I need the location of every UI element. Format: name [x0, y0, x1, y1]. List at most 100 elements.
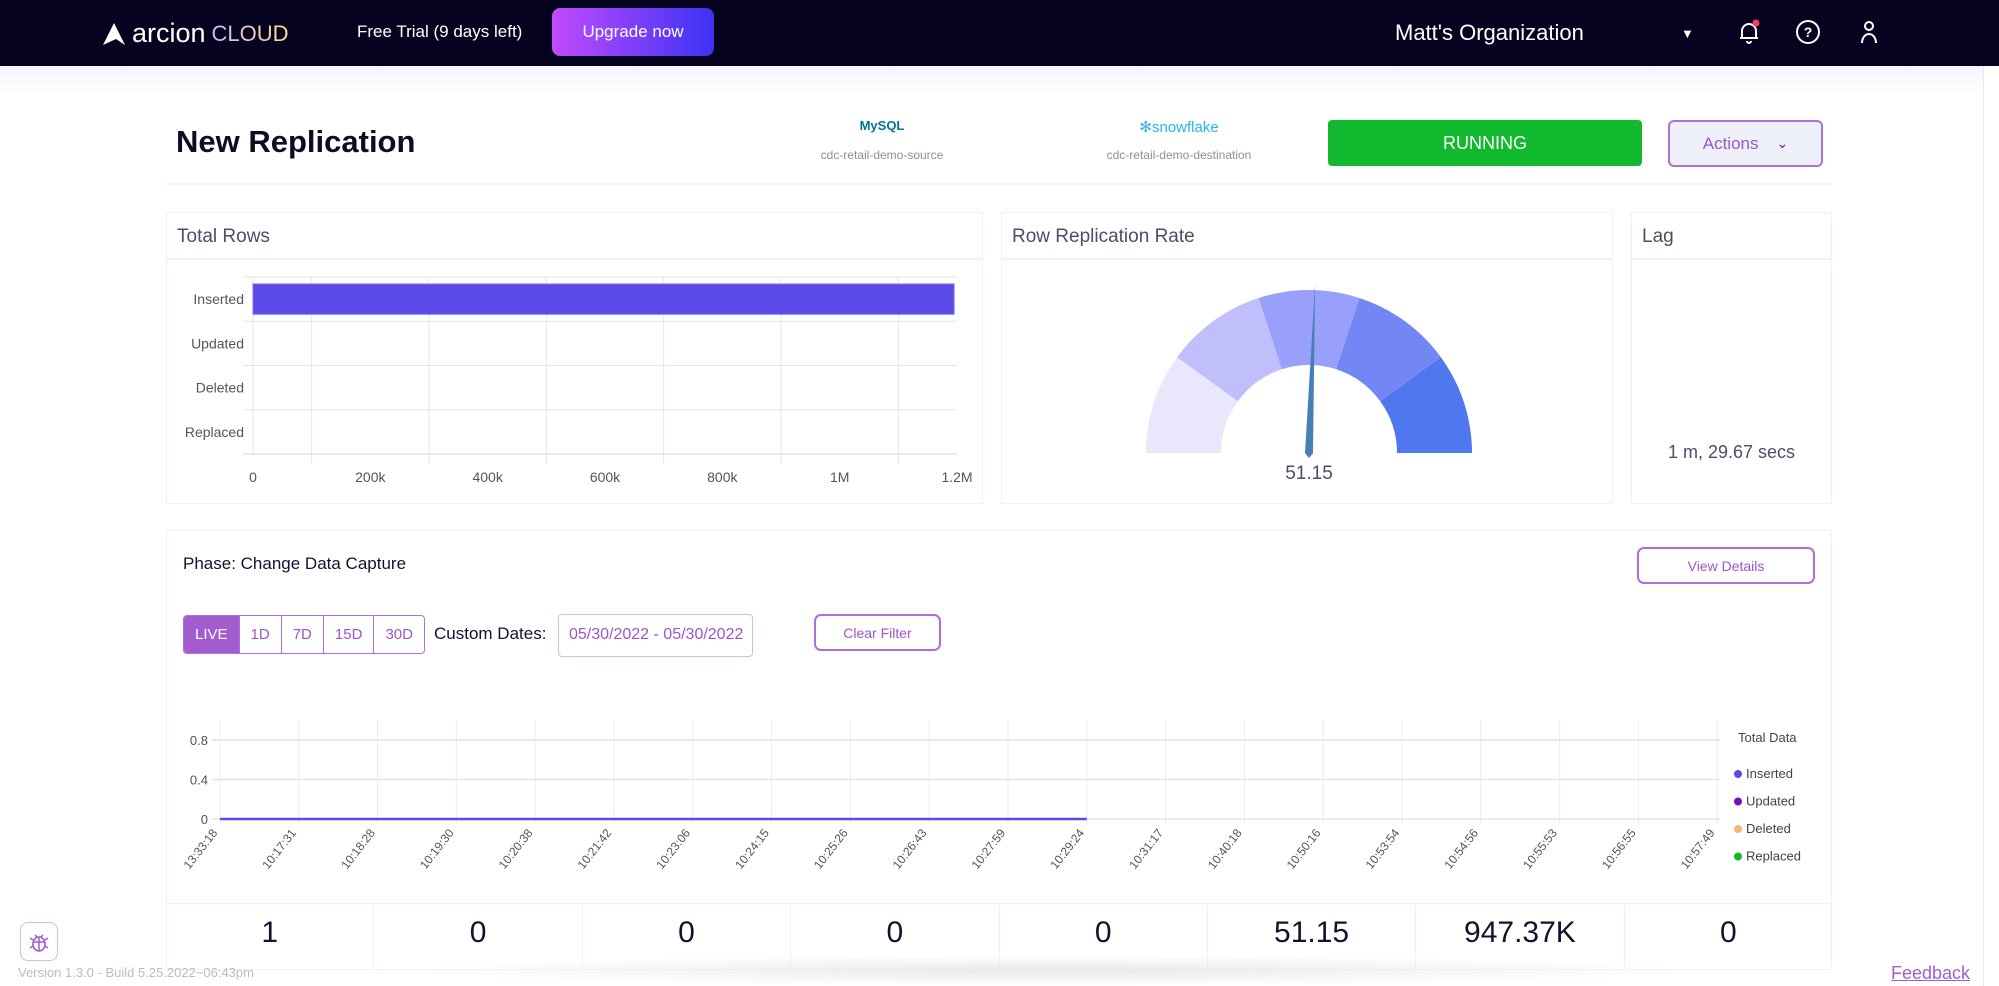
legend-label: Inserted: [1746, 766, 1793, 781]
x-tick-label: 10:53:54: [1363, 826, 1403, 872]
stat-value: 0: [998, 904, 1207, 970]
version-text: Version 1.3.0 - Build 5.25.2022~06:43pm: [18, 965, 254, 980]
organization-selector[interactable]: Matt's Organization: [1395, 20, 1584, 45]
status-badge: RUNNING: [1328, 120, 1642, 166]
custom-dates-input[interactable]: 05/30/2022 - 05/30/2022: [558, 614, 753, 657]
range-30d[interactable]: 30D: [373, 616, 424, 653]
svg-text:?: ?: [1804, 24, 1813, 40]
stat-value: 0: [581, 904, 790, 970]
x-tick-label: 10:29:24: [1047, 826, 1087, 872]
range-live[interactable]: LIVE: [184, 616, 239, 653]
stats-row: 1 0 0 0 0 51.15 947.37K 0: [166, 903, 1832, 970]
x-tick-label: 10:20:38: [496, 826, 536, 872]
page-scrollbar[interactable]: [1983, 66, 1999, 986]
stat-value: 1: [261, 916, 279, 949]
y-tick-label: 0: [201, 812, 208, 827]
x-tick-label: 10:17:31: [259, 826, 299, 872]
lag-card: Lag: [1631, 212, 1832, 504]
bottom-shadow: [400, 955, 1700, 986]
y-tick-label: Updated: [191, 335, 244, 351]
x-tick-label: 10:54:56: [1441, 826, 1481, 872]
legend-label: Deleted: [1746, 821, 1791, 836]
arcion-logo-icon: [103, 22, 125, 45]
x-tick-label: 800k: [707, 469, 738, 485]
range-15d[interactable]: 15D: [322, 616, 374, 653]
legend-dot-inserted: [1734, 770, 1742, 778]
range-7d[interactable]: 7D: [280, 616, 323, 653]
notification-bell-icon[interactable]: [1735, 18, 1763, 46]
total-data-line-chart: 13:33:18 10:17:31 10:18:28 10:19:30 10:20:38…: [181, 720, 1801, 872]
legend-dot-updated: [1734, 797, 1742, 806]
x-tick-label: 10:21:42: [575, 826, 615, 872]
rate-gauge: [1146, 283, 1472, 458]
top-navbar: [0, 0, 1999, 66]
y-tick-label: 0.8: [190, 733, 208, 748]
stat-value: 51.15: [1206, 904, 1415, 970]
legend-dot-replaced: [1734, 852, 1742, 861]
stat-value: 947.37K: [1415, 904, 1623, 970]
legend-dot-deleted: [1734, 825, 1742, 833]
x-tick-label: 10:31:17: [1126, 826, 1166, 872]
x-tick-label: 13:33:18: [181, 826, 221, 872]
upgrade-now-button[interactable]: Upgrade now: [552, 8, 714, 56]
x-tick-label: 10:23:06: [653, 826, 693, 872]
x-tick-label: 10:19:30: [417, 826, 457, 872]
card-title: Total Rows: [167, 213, 982, 260]
actions-label: Actions: [1702, 133, 1759, 153]
stat-value: 0: [1623, 904, 1832, 970]
y-tick-label: 0.4: [190, 773, 208, 788]
arcion-cloud-logo[interactable]: arcion CLOUD: [102, 18, 289, 49]
x-tick-label: 10:26:43: [890, 826, 930, 872]
y-tick-label: Inserted: [193, 291, 244, 307]
gauge-band: [1380, 357, 1472, 453]
caret-down-icon[interactable]: ▼: [1681, 26, 1694, 41]
total-rows-card: Total Rows: [166, 212, 983, 504]
range-1d[interactable]: 1D: [238, 616, 281, 653]
feedback-link[interactable]: Feedback: [1891, 963, 1971, 983]
mysql-logo: MySQL: [859, 118, 905, 133]
x-tick-label: 10:57:49: [1678, 826, 1718, 872]
x-tick-label: 10:24:15: [732, 826, 772, 872]
gauge-band: [1336, 297, 1441, 402]
custom-dates-label: Custom Dates:: [434, 624, 547, 643]
x-tick-label: 0: [249, 469, 257, 485]
x-tick-label: 1.2M: [941, 469, 972, 485]
x-tick-label: 10:55:53: [1520, 826, 1560, 872]
card-title: Lag: [1632, 213, 1831, 260]
free-trial-text: Free Trial (9 days left): [357, 22, 523, 41]
total-rows-chart: Inserted Updated Deleted Replaced 0 200k 400k 6…: [185, 276, 973, 485]
gauge-needle: [1305, 283, 1316, 458]
logo-text: arcion: [132, 18, 206, 48]
x-tick-label: 10:50:16: [1284, 826, 1324, 872]
legend-label: Updated: [1746, 794, 1795, 809]
legend-label: Replaced: [1746, 849, 1801, 864]
stat-value: 0: [373, 904, 581, 970]
logo-subtext: CLOUD: [211, 20, 289, 46]
x-tick-label: 10:40:18: [1205, 826, 1245, 872]
clear-filter-button[interactable]: Clear Filter: [814, 614, 941, 651]
bar-inserted: [252, 283, 955, 315]
time-range-selector: LIVE 1D 7D 15D 30D: [183, 615, 425, 654]
chevron-down-icon: ⌄: [1776, 135, 1789, 151]
bug-report-icon[interactable]: [20, 922, 58, 961]
phase-title: Phase: Change Data Capture: [183, 554, 407, 573]
x-tick-label: 600k: [590, 469, 621, 485]
actions-dropdown[interactable]: Actions ⌄: [1668, 120, 1823, 167]
x-tick-label: 400k: [472, 469, 503, 485]
x-tick-label: 10:27:59: [969, 826, 1009, 872]
gauge-band: [1146, 357, 1238, 453]
user-profile-icon[interactable]: [1855, 18, 1883, 46]
help-icon[interactable]: ?: [1794, 18, 1822, 46]
view-details-button[interactable]: View Details: [1637, 547, 1815, 584]
stat-value: 0: [790, 904, 998, 970]
source-connector: MySQL cdc-retail-demo-source: [782, 118, 982, 162]
lag-value: 1 m, 29.67 secs: [1667, 442, 1796, 462]
y-tick-label: Replaced: [185, 424, 244, 440]
snowflake-logo: ✻snowflake: [1139, 119, 1219, 136]
x-tick-label: 1M: [830, 469, 849, 485]
x-tick-label: 200k: [355, 469, 386, 485]
gauge-value: 51.15: [1285, 463, 1333, 484]
card-title: Row Replication Rate: [1002, 213, 1612, 260]
header-shadow: [0, 66, 1999, 96]
page-title: New Replication: [176, 124, 416, 159]
